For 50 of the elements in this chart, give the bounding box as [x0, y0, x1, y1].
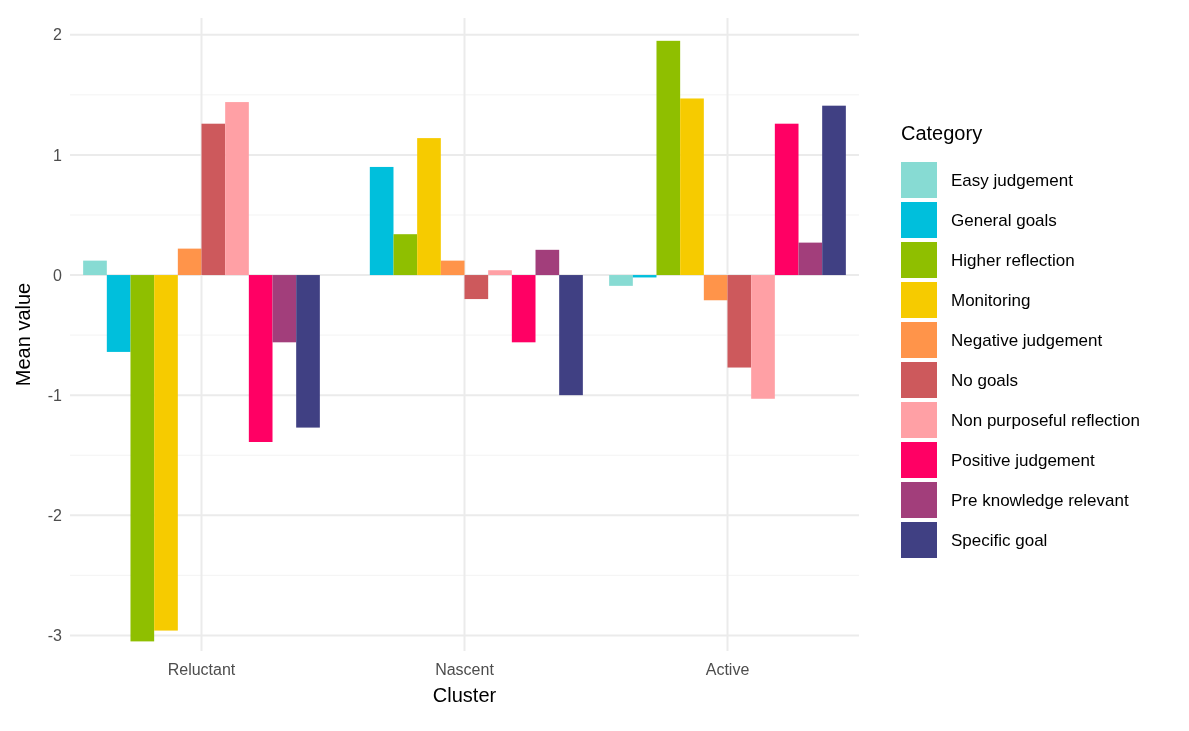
x-axis-title: Cluster [432, 684, 497, 706]
bar [798, 242, 823, 276]
bar [609, 275, 633, 286]
bar [488, 270, 512, 276]
bar [822, 105, 846, 276]
y-tick-label: 0 [53, 266, 63, 284]
x-tick-label: Nascent [435, 661, 495, 678]
bar [440, 260, 465, 276]
bar [130, 275, 155, 642]
x-tick-label: Reluctant [167, 661, 236, 678]
legend-title: Category [901, 122, 983, 144]
legend-label: Monitoring [951, 290, 1031, 310]
bar [656, 40, 681, 276]
bar [703, 275, 728, 301]
bar [369, 166, 394, 276]
legend-label: Non purposeful reflection [951, 410, 1141, 430]
y-tick-label: 2 [53, 26, 63, 44]
bar [559, 275, 583, 396]
bar [201, 123, 226, 276]
bar [774, 123, 799, 276]
legend-label: Negative judgement [951, 330, 1103, 350]
bar [464, 275, 489, 300]
y-tick-label: 1 [53, 146, 63, 164]
y-tick-label: -2 [47, 506, 63, 524]
legend-label: Higher reflection [951, 250, 1075, 270]
bar [177, 248, 202, 276]
bar [511, 275, 536, 343]
legend-label: Pre knowledge relevant [951, 490, 1129, 510]
y-axis-title: Mean value [12, 282, 34, 387]
bar [417, 138, 441, 276]
legend-label: Specific goal [951, 530, 1048, 550]
y-tick-label: -1 [47, 386, 63, 404]
bar [106, 275, 131, 352]
bar [751, 275, 775, 399]
bar [272, 275, 297, 343]
bar [393, 234, 418, 276]
bar [535, 249, 560, 276]
y-tick-label: -3 [47, 626, 63, 644]
bar [680, 98, 704, 276]
bar [225, 102, 249, 276]
legend-label: General goals [951, 210, 1057, 230]
legend-label: Positive judgement [951, 450, 1095, 470]
bar [83, 260, 107, 276]
bar [727, 275, 752, 368]
bar [154, 275, 178, 631]
legend-label: No goals [951, 370, 1019, 390]
bar [248, 275, 273, 442]
x-tick-label: Active [705, 661, 750, 678]
bar [296, 275, 320, 428]
legend-label: Easy judgement [951, 170, 1074, 190]
